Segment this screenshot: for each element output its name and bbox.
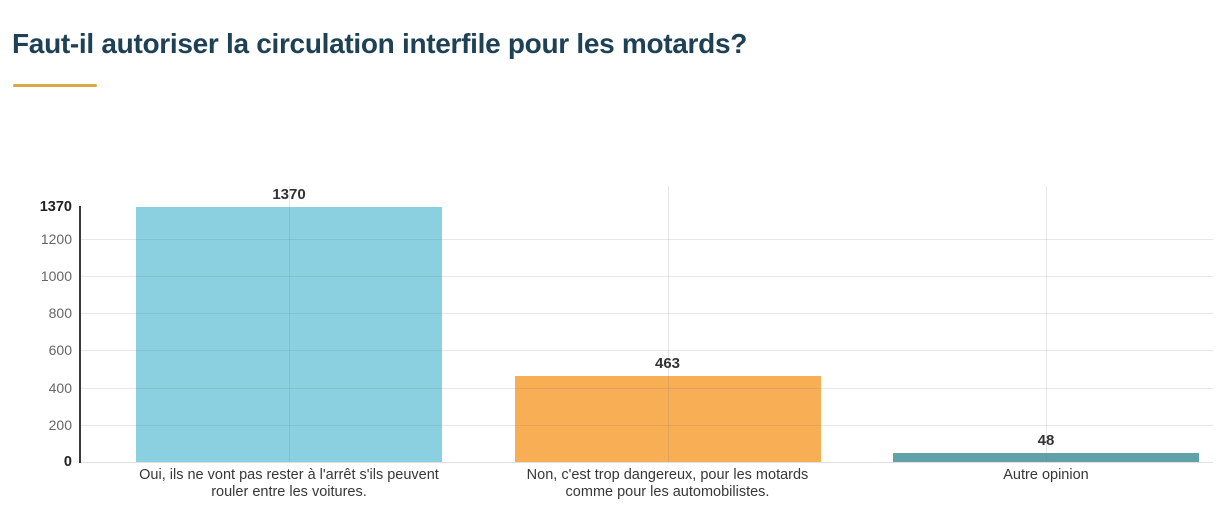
y-axis-tick-label: 1200 [40, 230, 72, 247]
category-label-line: Autre opinion [1003, 467, 1089, 483]
y-axis-tick-label: 600 [48, 342, 72, 359]
bar-value-label: 1370 [272, 186, 306, 203]
v-gridline [1046, 186, 1047, 462]
bar-value-label: 463 [654, 354, 681, 372]
title-underline [13, 84, 97, 87]
category-label-line: comme pour les automobilistes. [565, 484, 770, 500]
bar-category-1[interactable] [136, 207, 442, 462]
y-axis-tick-label: 0 [63, 454, 72, 470]
category-label: Non, c'est trop dangereux, pour les mota… [473, 467, 863, 501]
category-label-line: Oui, ils ne vont pas rester à l'arrêt s'… [139, 467, 439, 483]
bar-category-2[interactable] [514, 375, 821, 462]
bar-category-3[interactable] [893, 453, 1199, 462]
y-axis-tick-label: 1000 [40, 267, 72, 284]
y-axis-line [79, 206, 81, 463]
y-axis-tick-label: 800 [48, 305, 72, 322]
bar-value-label: 48 [1037, 432, 1055, 450]
y-axis-tick-label: 400 [48, 379, 72, 396]
page-title: Faut-il autoriser la circulation interfi… [12, 28, 748, 59]
y-axis-tick-label: 1370 [39, 199, 72, 215]
category-label-line: rouler entre les voitures. [211, 484, 367, 500]
category-label: Oui, ils ne vont pas rester à l'arrêt s'… [94, 467, 484, 501]
y-axis-tick-label: 200 [48, 416, 72, 433]
x-axis-line [80, 462, 1213, 463]
category-label: Autre opinion [851, 467, 1224, 484]
category-label-line: Non, c'est trop dangereux, pour les mota… [526, 467, 809, 483]
